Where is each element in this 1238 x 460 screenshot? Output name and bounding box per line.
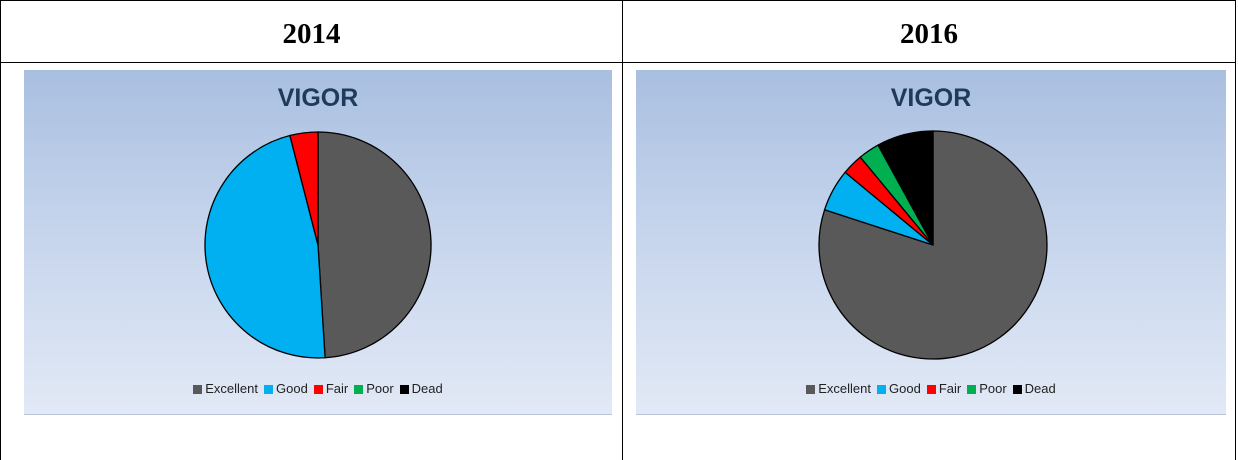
legend-label: Dead [1024, 381, 1056, 396]
vigor-chart-2014: VIGOR Excellent Good Fair Poor Dead [24, 70, 612, 415]
legend-item-dead: Dead [399, 381, 443, 396]
legend-label: Dead [411, 381, 443, 396]
legend-label: Poor [979, 381, 1007, 396]
table-header-divider [0, 62, 1236, 63]
legend-item-poor: Poor [354, 381, 394, 396]
legend-item-good: Good [877, 381, 921, 396]
table-left-border [0, 0, 1, 460]
table-middle-border [622, 0, 623, 460]
chart-legend: Excellent Good Fair Poor Dead [636, 381, 1226, 396]
legend-item-fair: Fair [926, 381, 962, 396]
chart-title: VIGOR [277, 84, 359, 112]
legend-item-excellent: Excellent [806, 381, 871, 396]
legend-swatch [313, 385, 323, 394]
pie-slice-fair [289, 131, 319, 246]
pie-slice-excellent [818, 130, 1048, 360]
legend-swatch [926, 385, 936, 394]
legend-swatch [877, 385, 886, 394]
legend-label: Fair [938, 381, 962, 396]
pie-svg [204, 131, 432, 359]
legend-swatch [967, 385, 977, 394]
pie-svg [818, 130, 1048, 360]
legend-label: Excellent [818, 381, 871, 396]
pie-slice-good [204, 134, 326, 359]
vigor-chart-2016: VIGOR Excellent Good Fair Poor Dead [636, 70, 1226, 415]
legend-label: Fair [325, 381, 349, 396]
legend-swatch [264, 385, 273, 394]
legend-label: Poor [366, 381, 394, 396]
year-header-2014: 2014 [282, 18, 341, 50]
legend-swatch [1012, 385, 1022, 394]
chart-legend: Excellent Good Fair Poor Dead [24, 381, 612, 396]
legend-item-excellent: Excellent [193, 381, 258, 396]
legend-item-poor: Poor [967, 381, 1007, 396]
legend-swatch [354, 385, 364, 394]
pie-slice-excellent [317, 131, 432, 359]
table-right-border [1235, 0, 1236, 460]
legend-swatch [399, 385, 409, 394]
legend-item-fair: Fair [313, 381, 349, 396]
legend-item-dead: Dead [1012, 381, 1056, 396]
legend-label: Good [276, 381, 308, 396]
table-top-border [0, 0, 1236, 1]
legend-item-good: Good [264, 381, 308, 396]
legend-label: Excellent [205, 381, 258, 396]
legend-swatch [806, 385, 816, 394]
year-header-2016: 2016 [900, 18, 958, 50]
legend-swatch [193, 385, 203, 394]
pie-slice-dead [877, 130, 934, 246]
chart-title: VIGOR [890, 84, 972, 112]
legend-label: Good [889, 381, 921, 396]
